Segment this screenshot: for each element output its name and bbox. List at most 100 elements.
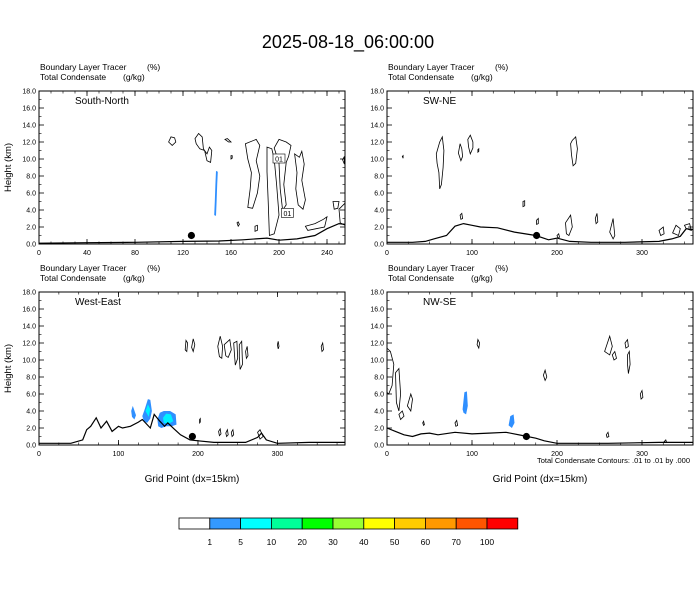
colorbar-label: 100	[480, 537, 494, 547]
colorbar: 1 5 10 20 30 40 50 60 70 100	[178, 517, 519, 547]
panel-header-line2: Total Condensate	[388, 72, 454, 82]
condensate-contour	[294, 149, 306, 210]
condensate-contour	[422, 420, 425, 427]
colorbar-swatch	[270, 517, 303, 530]
plot-frame	[386, 291, 694, 446]
condensate-contour	[217, 336, 224, 360]
y-tick-label: 4.0	[374, 208, 384, 215]
condensate-contour	[398, 410, 405, 421]
y-tick-label: 6.0	[374, 392, 384, 399]
panel-header-unit2: (g/kg)	[471, 273, 493, 283]
condensate-contour	[320, 341, 324, 353]
x-tick-label: 200	[273, 250, 285, 257]
panel-header-unit1: (%)	[495, 263, 508, 273]
condensate-contour	[522, 200, 526, 208]
y-tick-label: 12.0	[370, 140, 384, 147]
colorbar-label: 5	[238, 537, 243, 547]
condensate-contour	[342, 156, 345, 165]
condensate-contour	[276, 341, 280, 350]
y-tick-label: 12.0	[370, 341, 384, 348]
y-tick-label: 2.0	[26, 225, 36, 232]
condensate-contour	[672, 224, 681, 237]
y-tick-label: 8.0	[26, 375, 36, 382]
condensate-contour	[611, 350, 617, 361]
x-tick-label: 200	[551, 250, 563, 257]
colorbar-swatch	[301, 517, 334, 530]
y-tick-label: 14.0	[370, 123, 384, 130]
y-tick-label: 4.0	[26, 409, 36, 416]
x-axis-label: Grid Point (dx=15km)	[145, 474, 240, 485]
condensate-contour	[273, 138, 292, 212]
location-marker	[187, 231, 195, 240]
y-tick-label: 16.0	[370, 307, 384, 314]
y-tick-label: 6.0	[374, 191, 384, 198]
colorbar-label: 70	[451, 537, 461, 547]
chart-panel-south-north: Boundary Layer Tracer (%) Total Condensate…	[3, 62, 346, 257]
y-tick-label: 4.0	[374, 409, 384, 416]
terrain-line	[387, 427, 693, 444]
panel-data	[387, 334, 693, 444]
condensate-contour	[238, 340, 243, 370]
location-marker	[188, 432, 196, 441]
panel-header-unit1: (%)	[147, 62, 160, 72]
x-tick-label: 120	[177, 250, 189, 257]
x-tick-label: 300	[636, 451, 648, 458]
panel-name: SW-NE	[423, 96, 456, 107]
condensate-contour	[254, 224, 258, 232]
figure-title: 2025-08-18_06:00:00	[262, 32, 434, 53]
condensate-contour	[194, 132, 213, 164]
y-tick-label: 10.0	[22, 358, 36, 365]
y-axis-label: Height (km)	[3, 344, 14, 393]
chart-panel-nw-se: Boundary Layer Tracer (%) Total Condensate…	[370, 263, 694, 485]
colorbar-swatch	[240, 517, 272, 530]
x-tick-label: 0	[385, 451, 389, 458]
y-tick-label: 18.0	[22, 89, 36, 96]
y-tick-label: 8.0	[26, 174, 36, 181]
location-marker	[533, 231, 541, 240]
y-tick-label: 10.0	[370, 358, 384, 365]
plot-frame	[38, 291, 346, 446]
panels: Boundary Layer Tracer (%) Total Condensate…	[3, 62, 694, 485]
panel-name: NW-SE	[423, 297, 456, 308]
panel-header-unit2: (g/kg)	[471, 72, 493, 82]
contour-label-box	[272, 153, 286, 164]
condensate-contour	[594, 213, 599, 225]
x-tick-label: 200	[551, 451, 563, 458]
condensate-contour	[459, 212, 464, 220]
panel-header-unit2: (g/kg)	[123, 72, 145, 82]
y-tick-label: 6.0	[26, 191, 36, 198]
colorbar-label: 10	[267, 537, 277, 547]
x-tick-label: 100	[113, 451, 125, 458]
condensate-contour	[257, 428, 264, 440]
panel-header-line2: Total Condensate	[40, 72, 106, 82]
condensate-contour	[627, 350, 631, 374]
y-tick-label: 14.0	[370, 324, 384, 331]
terrain-line	[387, 222, 693, 243]
condensate-contour	[604, 334, 613, 356]
condensate-contour	[168, 136, 177, 146]
condensate-contour	[658, 226, 665, 237]
condensate-contour	[184, 339, 189, 353]
condensate-contour	[477, 147, 480, 154]
colorbar-swatch	[332, 517, 365, 530]
y-tick-label: 18.0	[370, 290, 384, 297]
condensate-contour	[244, 138, 261, 209]
x-tick-label: 200	[192, 451, 204, 458]
y-tick-label: 18.0	[370, 89, 384, 96]
y-tick-label: 0.0	[26, 242, 36, 249]
condensate-contour	[467, 134, 474, 156]
condensate-contour	[476, 338, 481, 350]
panel-header-unit2: (g/kg)	[123, 273, 145, 283]
y-tick-label: 14.0	[22, 123, 36, 130]
condensate-contour	[230, 428, 235, 438]
y-tick-label: 0.0	[374, 242, 384, 249]
condensate-contour	[230, 155, 233, 160]
panel-data: 01 01	[39, 132, 345, 244]
condensate-contour	[401, 154, 404, 159]
plot-frame	[38, 90, 346, 245]
y-tick-label: 12.0	[22, 140, 36, 147]
condensate-contour	[304, 215, 328, 231]
panel-name: South-North	[75, 96, 129, 107]
condensate-contour	[395, 367, 402, 412]
